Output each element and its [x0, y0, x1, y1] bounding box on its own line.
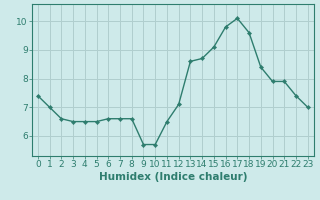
X-axis label: Humidex (Indice chaleur): Humidex (Indice chaleur): [99, 172, 247, 182]
